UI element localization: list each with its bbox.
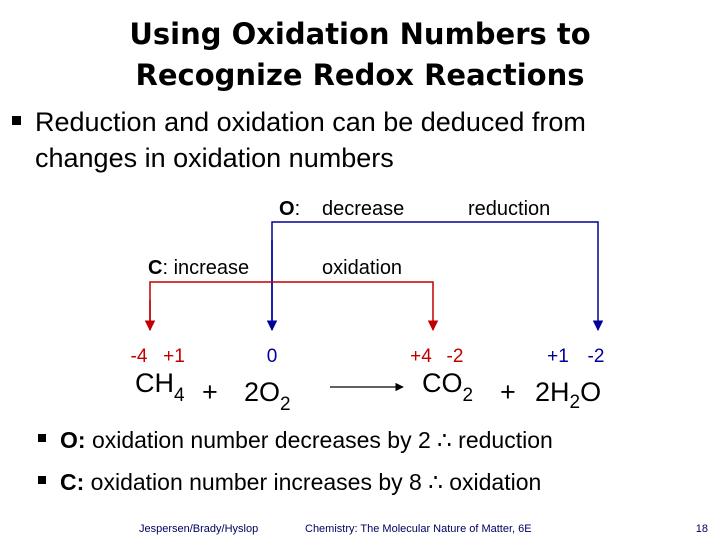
h2o: 2H2O	[535, 377, 601, 413]
ox-number: +1	[547, 346, 569, 367]
subscript: 2	[463, 385, 474, 406]
colon: :	[295, 198, 301, 220]
result: reduction	[468, 198, 550, 220]
ox-number: 0	[267, 346, 278, 367]
title: Recognize Redox Reactions	[136, 58, 585, 92]
footer-authors: Jespersen/Brady/Hyslop	[139, 523, 258, 535]
result: oxidation	[322, 257, 402, 279]
formula: CO	[422, 368, 463, 398]
sub-bullet: O: oxidation number decreases by 2 ∴ red…	[60, 427, 553, 453]
label: C:	[60, 469, 84, 495]
oxygen-label: O:	[279, 198, 300, 220]
formula: O	[580, 377, 601, 407]
change: decrease	[322, 198, 404, 220]
footer-book: Chemistry: The Molecular Nature of Matte…	[305, 523, 532, 535]
plus: +	[202, 377, 218, 407]
ox-number: +4	[410, 346, 432, 367]
title: Using Oxidation Numbers to	[129, 17, 590, 51]
bullet-icon	[12, 116, 21, 125]
ox-number: -4	[131, 346, 148, 367]
carbon-label: C: increase	[148, 257, 249, 279]
ch4: CH4	[135, 368, 185, 406]
text: oxidation number increases by 8 ∴ oxidat…	[84, 469, 541, 495]
element: C	[148, 257, 162, 279]
reduction-arrow	[271, 221, 604, 332]
subscript: 4	[174, 385, 185, 406]
bullet-text: changes in oxidation numbers	[35, 143, 394, 173]
o2: 2O2	[244, 377, 291, 415]
text: oxidation number decreases by 2 ∴ reduct…	[86, 427, 553, 453]
subscript: 2	[280, 394, 291, 415]
label-bg	[268, 196, 398, 218]
sub-bullet: C: oxidation number increases by 8 ∴ oxi…	[60, 469, 541, 495]
formula: 2O	[244, 377, 280, 407]
element: O	[279, 198, 295, 220]
formula: CH	[135, 368, 174, 398]
label: O:	[60, 427, 86, 453]
ox-number: -2	[588, 346, 605, 367]
colon: : increase	[162, 257, 249, 279]
oxidation-arrow	[149, 281, 439, 332]
subscript: 2	[570, 392, 581, 413]
bullet-icon	[38, 434, 46, 442]
co2: CO2	[422, 368, 473, 406]
ox-number: +1	[163, 346, 185, 367]
formula: 2H	[535, 377, 570, 407]
plus: +	[500, 377, 516, 407]
bullet-text: Reduction and oxidation can be deduced f…	[35, 107, 586, 137]
page-number: 18	[696, 523, 708, 535]
bullet-icon	[38, 476, 46, 484]
ox-number: -2	[447, 346, 464, 367]
